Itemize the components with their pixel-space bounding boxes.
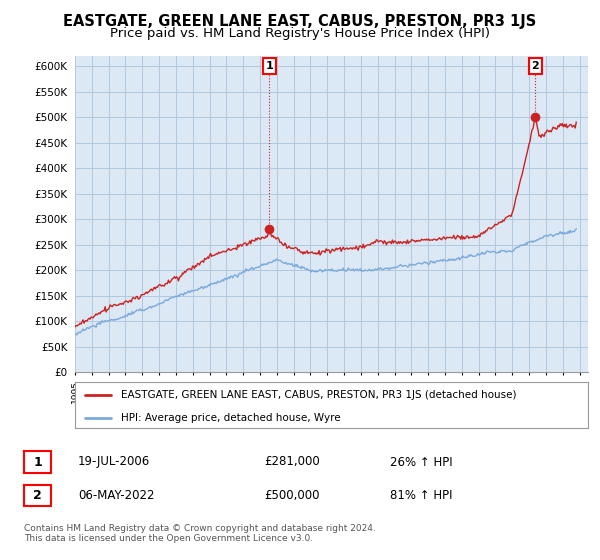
Text: HPI: Average price, detached house, Wyre: HPI: Average price, detached house, Wyre: [121, 413, 341, 423]
Text: Contains HM Land Registry data © Crown copyright and database right 2024.
This d: Contains HM Land Registry data © Crown c…: [24, 524, 376, 543]
Text: 81% ↑ HPI: 81% ↑ HPI: [390, 489, 452, 502]
Text: 26% ↑ HPI: 26% ↑ HPI: [390, 455, 452, 469]
Text: EASTGATE, GREEN LANE EAST, CABUS, PRESTON, PR3 1JS (detached house): EASTGATE, GREEN LANE EAST, CABUS, PRESTO…: [121, 390, 517, 400]
Text: 19-JUL-2006: 19-JUL-2006: [78, 455, 150, 469]
Text: £281,000: £281,000: [264, 455, 320, 469]
Text: 06-MAY-2022: 06-MAY-2022: [78, 489, 155, 502]
Text: 1: 1: [33, 455, 42, 469]
Text: 2: 2: [33, 489, 42, 502]
Text: EASTGATE, GREEN LANE EAST, CABUS, PRESTON, PR3 1JS: EASTGATE, GREEN LANE EAST, CABUS, PRESTO…: [64, 14, 536, 29]
Text: 1: 1: [265, 60, 273, 71]
Text: 2: 2: [532, 60, 539, 71]
Text: £500,000: £500,000: [264, 489, 320, 502]
Text: Price paid vs. HM Land Registry's House Price Index (HPI): Price paid vs. HM Land Registry's House …: [110, 27, 490, 40]
